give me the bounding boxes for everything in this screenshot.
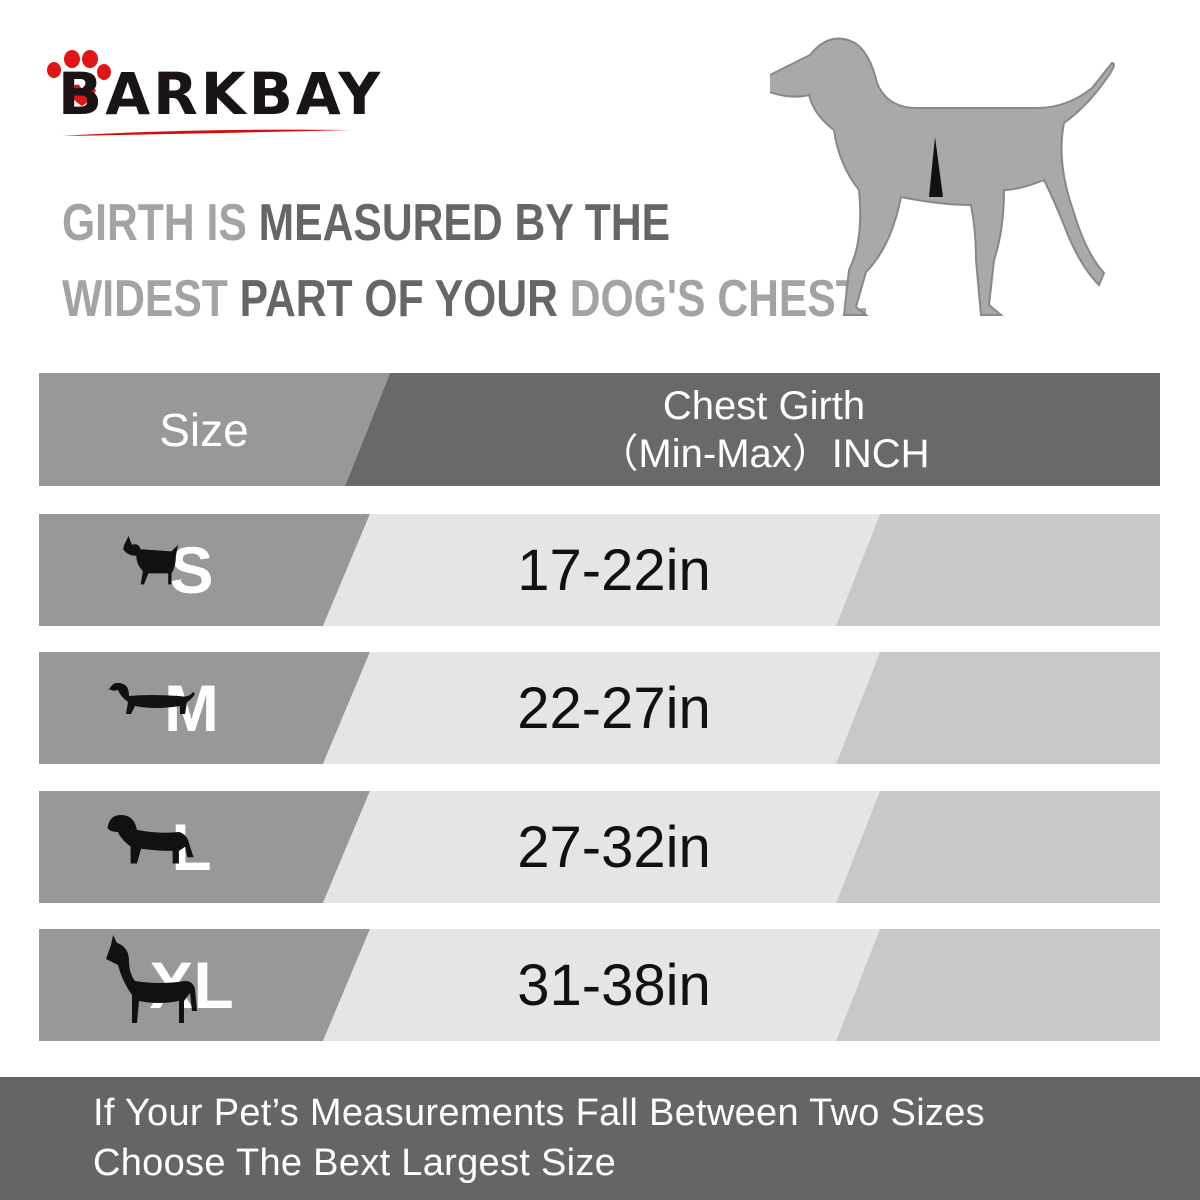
heading-segment: DOG'S CHEST. <box>569 270 869 328</box>
brand-logo <box>40 40 360 140</box>
size-label: M <box>164 671 219 745</box>
paw-icon <box>47 50 350 136</box>
measure-instruction: GIRTH IS MEASURED BY THE WIDEST PART OF … <box>62 185 869 337</box>
girth-header-title: Chest Girth <box>662 383 866 428</box>
heading-line-2: WIDEST PART OF YOUR DOG'S CHEST. <box>62 261 869 337</box>
chihuahua-icon <box>123 536 179 585</box>
heading-segment: WIDEST <box>62 270 240 328</box>
size-row: XL 31-38in <box>39 929 1160 1041</box>
size-row: L 27-32in <box>39 791 1160 903</box>
size-advice-line-2: Choose The Bext Largest Size <box>93 1142 617 1184</box>
footer-banner <box>0 1077 1200 1200</box>
heading-segment: GIRTH IS <box>62 194 259 252</box>
size-label: S <box>169 533 214 607</box>
size-advice-line-1: If Your Pet’s Measurements Fall Between … <box>93 1092 985 1134</box>
size-row: M 22-27in <box>39 652 1160 764</box>
table-header: Size Chest Girth （Min-Max）INCH <box>39 373 1160 486</box>
chest-girth-value: 22-27in <box>517 675 711 741</box>
chest-girth-value: 31-38in <box>517 952 711 1018</box>
size-row: S 17-22in <box>39 514 1160 626</box>
dog-measurement-illustration <box>770 37 1115 316</box>
logo-text: BARKBAY <box>58 60 384 128</box>
chest-girth-value: 17-22in <box>517 537 711 603</box>
heading-segment: PART OF YOUR <box>239 270 570 328</box>
great-dane-icon <box>106 935 197 1023</box>
size-advice: If Your Pet’s Measurements Fall Between … <box>93 1088 985 1188</box>
heading-segment: MEASURED BY THE <box>258 194 671 252</box>
girth-header-unit: （Min-Max）INCH <box>598 431 930 476</box>
size-column-header: Size <box>159 403 249 456</box>
chest-girth-column-header: Chest Girth （Min-Max）INCH <box>519 373 1009 486</box>
heading-line-1: GIRTH IS MEASURED BY THE <box>62 185 869 261</box>
rottweiler-icon <box>107 814 194 864</box>
dachshund-icon <box>108 682 195 714</box>
chest-girth-value: 27-32in <box>517 814 711 880</box>
